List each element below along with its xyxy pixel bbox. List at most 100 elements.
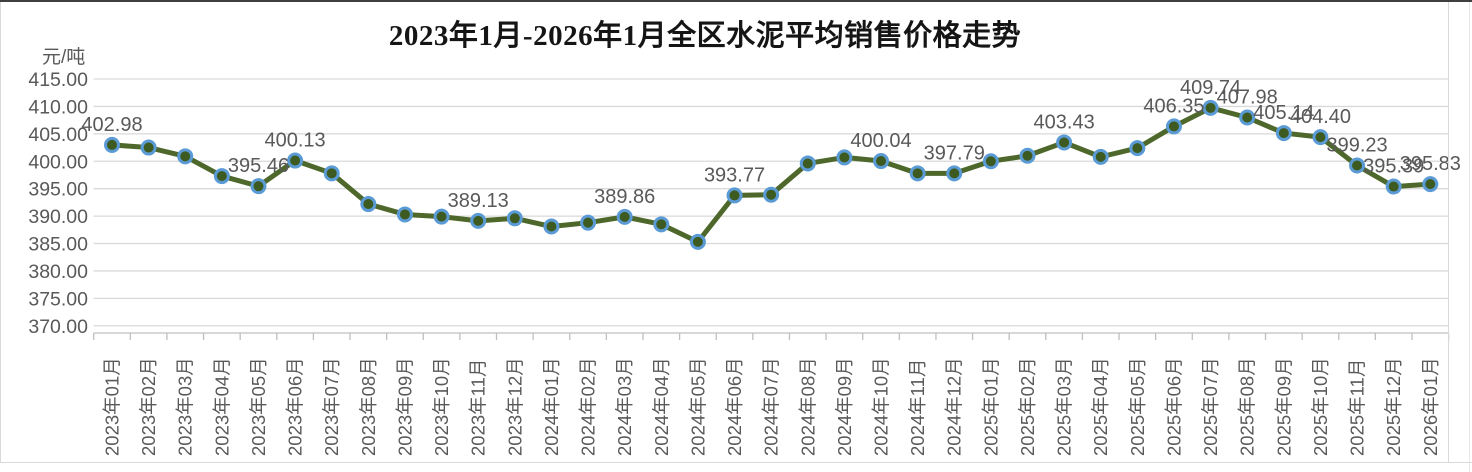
data-point[interactable] — [763, 186, 780, 203]
data-point[interactable] — [726, 187, 743, 204]
data-point[interactable] — [982, 153, 999, 170]
data-point[interactable] — [213, 168, 230, 185]
y-tick-label: 380.00 — [28, 261, 88, 283]
x-tick-label: 2024年03月 — [614, 357, 635, 456]
data-point[interactable] — [1239, 109, 1256, 126]
data-label: 409.74 — [1180, 77, 1241, 99]
y-tick-label: 390.00 — [28, 206, 88, 228]
data-point[interactable] — [1092, 148, 1109, 165]
data-point[interactable] — [1422, 176, 1439, 193]
data-point[interactable] — [433, 208, 450, 225]
data-point[interactable] — [1165, 118, 1182, 135]
x-tick-label: 2023年12月 — [504, 357, 525, 456]
data-point[interactable] — [836, 149, 853, 166]
data-point[interactable] — [140, 139, 157, 156]
data-point[interactable] — [1019, 147, 1036, 164]
data-label: 395.39 — [1363, 156, 1424, 178]
data-point[interactable] — [360, 196, 377, 213]
data-point[interactable] — [689, 233, 706, 250]
data-point[interactable] — [1202, 99, 1219, 116]
data-point[interactable] — [506, 210, 523, 227]
x-tick-label: 2023年08月 — [358, 357, 379, 456]
data-label: 399.23 — [1326, 134, 1387, 156]
data-point[interactable] — [323, 165, 340, 182]
data-label: 389.86 — [594, 186, 655, 208]
y-tick-label: 410.00 — [28, 96, 88, 118]
x-tick-label: 2023年10月 — [431, 357, 452, 456]
data-point[interactable] — [873, 153, 890, 170]
y-tick-label: 395.00 — [28, 179, 88, 201]
x-tick-label: 2025年03月 — [1054, 357, 1075, 456]
data-point[interactable] — [909, 165, 926, 182]
x-tick-label: 2024年09月 — [834, 357, 855, 456]
x-tick-label: 2023年04月 — [211, 357, 232, 456]
data-label: 400.04 — [850, 130, 911, 152]
x-tick-label: 2024年02月 — [578, 357, 599, 456]
x-tick-label: 2025年11月 — [1347, 359, 1368, 456]
data-point[interactable] — [1275, 125, 1292, 142]
data-label: 393.77 — [704, 164, 765, 186]
data-point[interactable] — [946, 165, 963, 182]
x-tick-label: 2025年01月 — [980, 357, 1001, 456]
y-tick-label: 405.00 — [28, 124, 88, 146]
data-point[interactable] — [287, 152, 304, 169]
x-tick-label: 2024年06月 — [724, 357, 745, 456]
x-tick-label: 2025年04月 — [1090, 357, 1111, 456]
x-tick-label: 2024年04月 — [651, 357, 672, 456]
x-tick-label: 2023年09月 — [394, 357, 415, 456]
chart-title: 2023年1月-2026年1月全区水泥平均销售价格走势 — [388, 20, 1022, 52]
data-label: 395.83 — [1400, 153, 1461, 175]
x-tick-label: 2026年01月 — [1420, 357, 1441, 456]
chart-right-border — [1448, 2, 1449, 462]
x-tick-label: 2024年05月 — [687, 357, 708, 456]
data-point[interactable] — [1385, 178, 1402, 195]
x-tick-label: 2025年02月 — [1017, 357, 1038, 456]
y-axis-unit-label: 元/吨 — [42, 47, 86, 68]
window-right-edge — [1469, 2, 1470, 472]
data-label: 395.46 — [228, 155, 289, 177]
x-tick-label: 2025年09月 — [1273, 357, 1294, 456]
x-tick-label: 2023年05月 — [248, 357, 269, 456]
data-point[interactable] — [1312, 129, 1329, 146]
x-tick-label: 2025年05月 — [1127, 357, 1148, 456]
data-label: 406.35 — [1143, 95, 1204, 117]
x-tick-label: 2025年06月 — [1163, 357, 1184, 456]
data-point[interactable] — [250, 178, 267, 195]
x-tick-label: 2024年08月 — [797, 357, 818, 456]
x-tick-label: 2024年01月 — [541, 357, 562, 456]
x-tick-label: 2025年12月 — [1383, 357, 1404, 456]
y-tick-label: 375.00 — [28, 288, 88, 310]
x-tick-label: 2023年11月 — [468, 359, 489, 456]
data-label: 405.14 — [1253, 102, 1314, 124]
data-label: 407.98 — [1217, 86, 1278, 108]
data-point[interactable] — [799, 155, 816, 172]
data-point[interactable] — [1129, 140, 1146, 157]
data-label: 403.43 — [1034, 111, 1095, 133]
data-point[interactable] — [104, 136, 120, 153]
data-point[interactable] — [653, 216, 670, 233]
data-label: 404.40 — [1290, 106, 1351, 128]
x-tick-label: 2024年12月 — [944, 357, 965, 456]
y-tick-label: 385.00 — [28, 234, 88, 256]
data-point[interactable] — [470, 212, 487, 229]
data-point[interactable] — [1349, 157, 1366, 174]
x-tick-label: 2023年07月 — [321, 357, 342, 456]
data-point[interactable] — [580, 214, 597, 231]
x-tick-label: 2025年10月 — [1310, 357, 1331, 456]
y-tick-label: 415.00 — [28, 69, 88, 91]
data-point[interactable] — [616, 208, 633, 225]
data-label: 397.79 — [924, 142, 985, 164]
data-label: 400.13 — [265, 130, 326, 152]
data-point[interactable] — [396, 206, 413, 223]
x-tick-label: 2024年10月 — [871, 357, 892, 456]
data-point[interactable] — [177, 148, 194, 165]
window-left-edge — [0, 2, 1, 462]
data-point[interactable] — [1056, 134, 1073, 151]
price-line — [109, 105, 1433, 245]
y-tick-label: 370.00 — [28, 316, 88, 338]
data-point[interactable] — [543, 218, 560, 235]
x-tick-label: 2023年02月 — [138, 357, 159, 456]
data-label: 389.13 — [448, 190, 509, 212]
x-tick-label: 2025年08月 — [1237, 357, 1258, 456]
